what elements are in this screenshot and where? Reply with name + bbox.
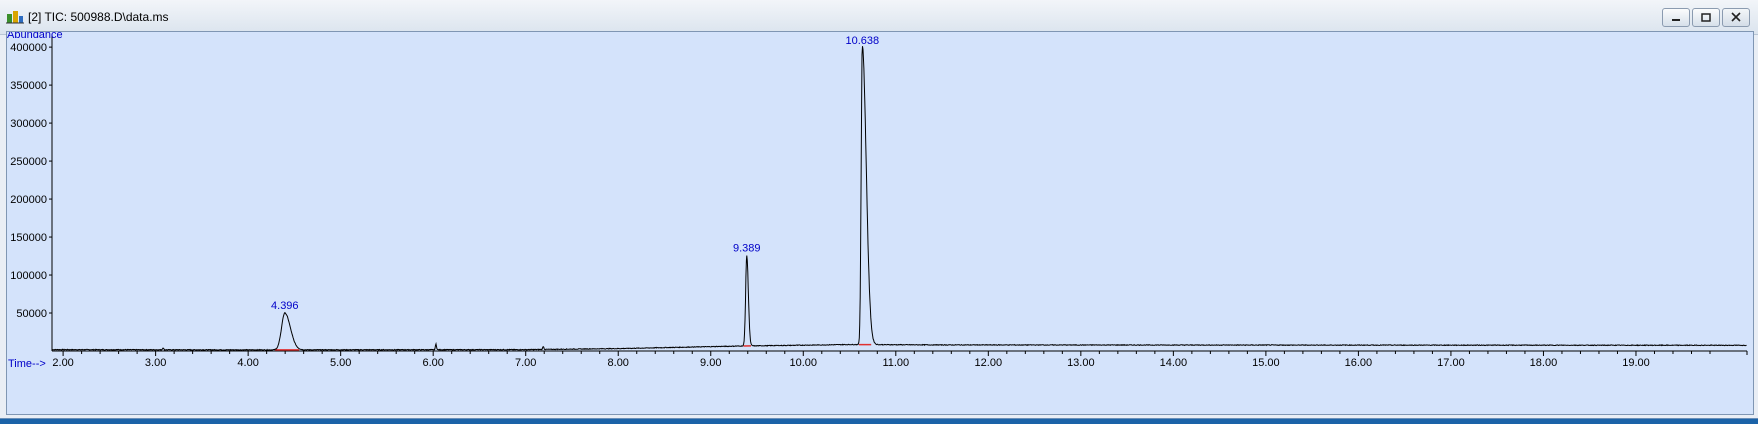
- x-tick-label: 2.00: [52, 357, 73, 369]
- chart-axes: [51, 34, 1748, 355]
- x-tick-label: 13.00: [1067, 357, 1095, 369]
- x-tick-label: 17.00: [1437, 357, 1465, 369]
- peak-rt-label: 9.389: [733, 242, 761, 254]
- x-tick-label: 16.00: [1345, 357, 1373, 369]
- minimize-icon: [1672, 19, 1680, 21]
- y-tick-label: 350000: [10, 80, 47, 92]
- y-tick-label: 400000: [10, 42, 47, 54]
- close-icon: [1731, 12, 1741, 22]
- x-tick-label: 10.00: [790, 357, 818, 369]
- x-tick-label: 18.00: [1530, 357, 1558, 369]
- peak-labels: 4.396 9.389 10.638: [271, 35, 879, 312]
- x-tick-label: 5.00: [330, 357, 351, 369]
- y-axis-label: Abundance: [7, 32, 63, 41]
- window-title: [2] TIC: 500988.D\data.ms: [28, 10, 169, 24]
- close-button[interactable]: [1722, 8, 1750, 27]
- x-tick-label: 8.00: [608, 357, 629, 369]
- x-tick-label: 12.00: [975, 357, 1003, 369]
- axis-ticks: 50000 100000 150000 200000 250000 300000 35000…: [10, 42, 1748, 369]
- y-tick-label: 50000: [16, 308, 47, 320]
- chemstation-app-icon: [6, 11, 24, 24]
- y-tick-label: 100000: [10, 270, 47, 282]
- chromatogram-plot-area[interactable]: Abundance Time--> 50000 100000 150000 20000…: [6, 31, 1754, 415]
- x-tick-label: 19.00: [1622, 357, 1650, 369]
- x-axis-label: Time-->: [8, 358, 46, 370]
- peak-rt-label: 10.638: [845, 35, 879, 47]
- integration-baseline-markers: [275, 343, 872, 351]
- y-tick-label: 250000: [10, 156, 47, 168]
- y-tick-label: 300000: [10, 118, 47, 130]
- x-tick-label: 9.00: [700, 357, 721, 369]
- restore-icon: [1701, 13, 1711, 22]
- peak-rt-label: 4.396: [271, 300, 299, 312]
- tic-trace-line: [52, 46, 1747, 351]
- x-tick-label: 3.00: [145, 357, 166, 369]
- x-tick-label: 4.00: [237, 357, 258, 369]
- x-tick-label: 15.00: [1252, 357, 1280, 369]
- restore-button[interactable]: [1692, 8, 1720, 27]
- x-tick-label: 6.00: [422, 357, 443, 369]
- y-tick-label: 150000: [10, 232, 47, 244]
- x-tick-label: 7.00: [515, 357, 536, 369]
- x-tick-label: 11.00: [882, 357, 909, 369]
- y-tick-label: 200000: [10, 194, 47, 206]
- tic-chromatogram: Abundance Time--> 50000 100000 150000 20000…: [7, 32, 1748, 370]
- minimize-button[interactable]: [1662, 8, 1690, 27]
- x-tick-label: 14.00: [1160, 357, 1188, 369]
- title-bar[interactable]: [2] TIC: 500988.D\data.ms: [0, 0, 1758, 35]
